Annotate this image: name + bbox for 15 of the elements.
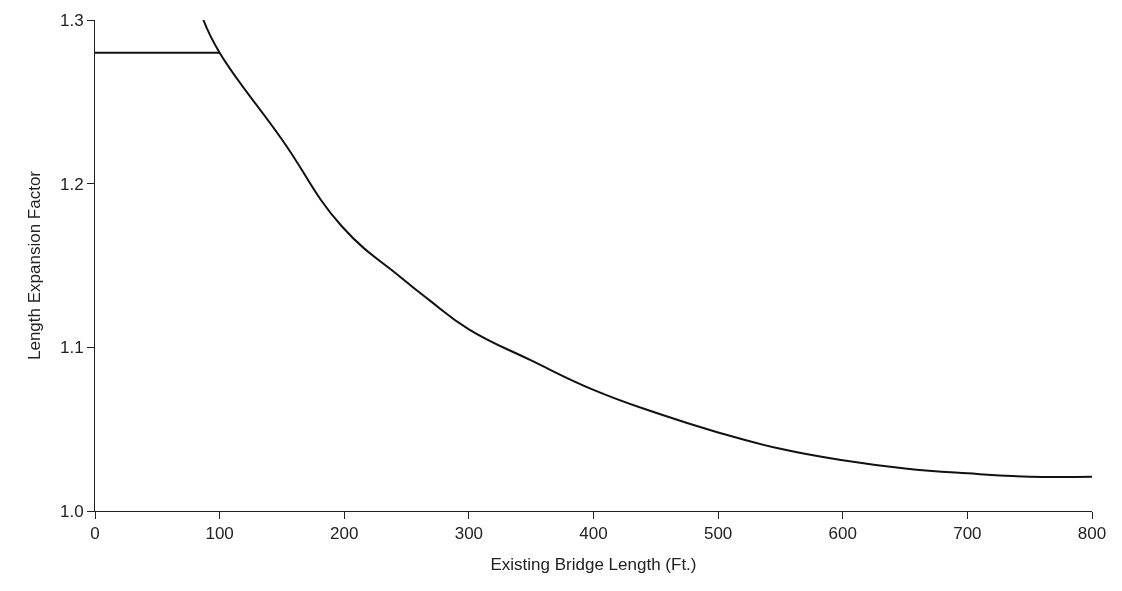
x-tick-label: 700 xyxy=(953,524,982,544)
x-tick-label: 200 xyxy=(330,524,359,544)
x-tick-label: 800 xyxy=(1077,524,1107,544)
y-axis-title: Length Expansion Factor xyxy=(24,170,44,361)
x-tick-label: 100 xyxy=(205,524,234,544)
x-tick-label: 300 xyxy=(454,524,484,544)
x-axis-title: Existing Bridge Length (Ft.) xyxy=(490,554,697,574)
x-tick-label: 0 xyxy=(90,524,100,544)
y-tick-label: 1.3 xyxy=(59,10,84,30)
x-tick-label: 600 xyxy=(828,524,857,544)
x-tick-label: 400 xyxy=(579,524,608,544)
y-tick-label: 1.0 xyxy=(59,501,84,521)
x-tick-label: 500 xyxy=(703,524,733,544)
y-tick-label: 1.2 xyxy=(59,174,84,194)
y-tick-label: 1.1 xyxy=(59,338,84,358)
